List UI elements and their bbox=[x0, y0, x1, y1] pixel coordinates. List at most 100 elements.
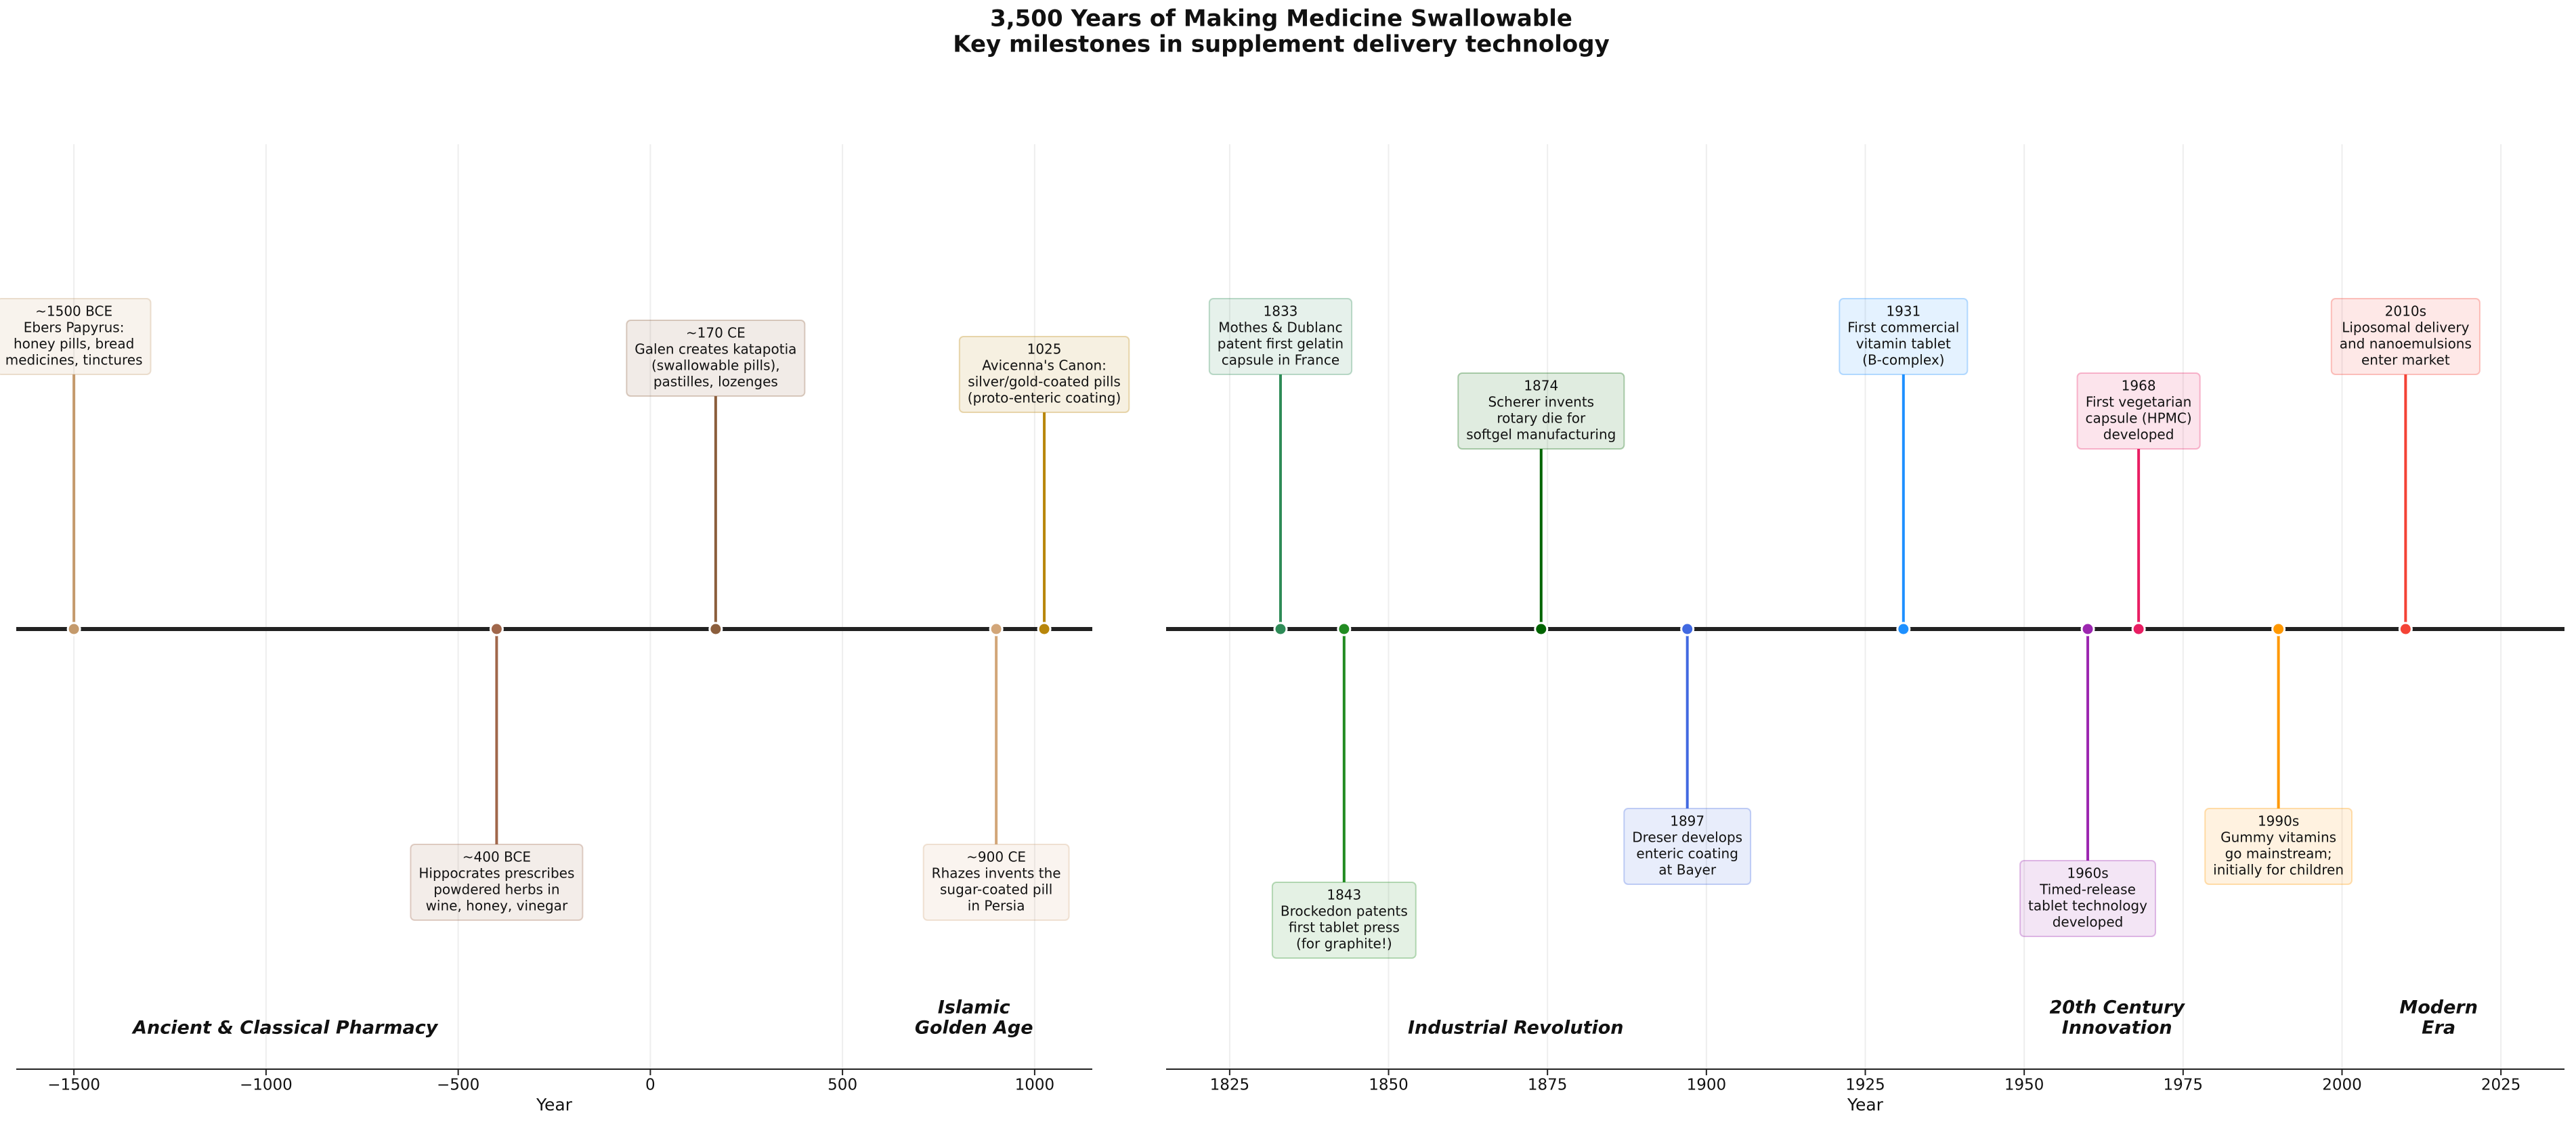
event-box bbox=[1271, 882, 1417, 959]
x-tick-label: 0 bbox=[645, 1077, 656, 1094]
event-text: Rhazes invents the bbox=[932, 865, 1061, 882]
x-tick-label: 1975 bbox=[2164, 1077, 2204, 1094]
event-point bbox=[1337, 622, 1352, 636]
event-box bbox=[958, 336, 1130, 413]
event-text: First commercial bbox=[1847, 320, 1959, 336]
event-text: Brockedon patents bbox=[1281, 903, 1408, 920]
chart-subtitle: Key milestones in supplement delivery te… bbox=[953, 31, 1610, 58]
event-box bbox=[2019, 860, 2156, 937]
event-text: Mothes & Dublanc bbox=[1218, 320, 1342, 336]
x-axis-label: Year bbox=[1847, 1095, 1884, 1115]
event-point bbox=[2271, 622, 2286, 636]
event-text: developed bbox=[2103, 427, 2174, 443]
event-point bbox=[2131, 622, 2146, 636]
event-text: silver/gold-coated pills bbox=[968, 374, 1121, 390]
x-tick-label: 1950 bbox=[2004, 1077, 2044, 1094]
event-text: Avicenna's Canon: bbox=[982, 358, 1107, 374]
event-point bbox=[989, 622, 1004, 636]
event-box bbox=[1623, 808, 1752, 885]
era-label: Era bbox=[2422, 1018, 2455, 1039]
event-text: Ebers Papyrus: bbox=[24, 320, 125, 336]
event-text: powdered herbs in bbox=[433, 882, 559, 898]
event-text: (for graphite!) bbox=[1296, 936, 1392, 952]
event-text: first tablet press bbox=[1289, 920, 1400, 936]
chart-title: 3,500 Years of Making Medicine Swallowab… bbox=[990, 5, 1572, 33]
event-date: 1843 bbox=[1327, 887, 1361, 903]
event-date: 1833 bbox=[1264, 303, 1298, 320]
event-date: 2010s bbox=[2385, 303, 2426, 320]
event-text: initially for children bbox=[2213, 862, 2344, 878]
event-box bbox=[922, 844, 1070, 921]
event-text: tablet technology bbox=[2028, 898, 2147, 914]
event-text: sugar-coated pill bbox=[940, 882, 1052, 898]
event-box bbox=[626, 320, 806, 397]
event-text: at Bayer bbox=[1658, 862, 1717, 878]
x-tick-label: 1850 bbox=[1369, 1077, 1409, 1094]
x-tick-label: 2025 bbox=[2481, 1077, 2521, 1094]
event-text: capsule in France bbox=[1222, 352, 1339, 368]
event-box bbox=[0, 298, 152, 375]
event-date: 1990s bbox=[2258, 813, 2299, 829]
x-tick-label: 1925 bbox=[1845, 1077, 1885, 1094]
event-text: enteric coating bbox=[1636, 846, 1738, 862]
event-date: 1025 bbox=[1027, 341, 1062, 358]
x-tick-label: 1900 bbox=[1687, 1077, 1727, 1094]
era-label: Innovation bbox=[2062, 1018, 2172, 1039]
event-text: Timed-release bbox=[2039, 882, 2136, 898]
event-text: rotary die for bbox=[1497, 410, 1586, 427]
x-tick-label: 1875 bbox=[1528, 1077, 1568, 1094]
event-text: developed bbox=[2053, 914, 2124, 930]
x-tick-label: 1000 bbox=[1015, 1077, 1055, 1094]
event-date: 1960s bbox=[2067, 865, 2108, 882]
event-date: 1897 bbox=[1670, 813, 1704, 829]
event-box bbox=[2204, 808, 2353, 885]
event-date: ~900 CE bbox=[966, 849, 1026, 865]
x-tick-label: 2000 bbox=[2322, 1077, 2362, 1094]
event-box bbox=[2076, 372, 2201, 450]
x-tick-label: 1825 bbox=[1210, 1077, 1250, 1094]
event-box bbox=[1839, 298, 1969, 375]
event-box bbox=[1457, 372, 1625, 450]
era-label: Islamic bbox=[938, 997, 1010, 1018]
event-text: softgel manufacturing bbox=[1466, 427, 1616, 443]
event-point bbox=[1534, 622, 1549, 636]
era-label: Industrial Revolution bbox=[1408, 1018, 1624, 1039]
event-text: First vegetarian bbox=[2086, 394, 2191, 410]
event-text: capsule (HPMC) bbox=[2086, 410, 2192, 427]
event-text: (swallowable pills), bbox=[651, 358, 780, 374]
event-date: ~1500 BCE bbox=[35, 303, 112, 320]
event-text: vitamin tablet bbox=[1856, 336, 1951, 352]
era-label: Modern bbox=[2399, 997, 2478, 1018]
event-point bbox=[1037, 622, 1052, 636]
event-text: in Persia bbox=[968, 898, 1025, 914]
event-box bbox=[410, 844, 584, 921]
event-text: Dreser develops bbox=[1632, 829, 1742, 846]
event-date: 1874 bbox=[1524, 378, 1558, 394]
event-point bbox=[1680, 622, 1695, 636]
event-point bbox=[489, 622, 504, 636]
event-text: patent first gelatin bbox=[1218, 336, 1344, 352]
x-tick-label: −1500 bbox=[47, 1077, 100, 1094]
x-tick-label: −500 bbox=[437, 1077, 479, 1094]
era-label: Golden Age bbox=[915, 1018, 1033, 1039]
event-point bbox=[2398, 622, 2413, 636]
event-point bbox=[2080, 622, 2095, 636]
event-date: ~170 CE bbox=[686, 325, 746, 341]
event-box bbox=[2330, 298, 2481, 375]
event-text: Liposomal delivery bbox=[2342, 320, 2469, 336]
x-tick-label: −1000 bbox=[240, 1077, 293, 1094]
event-text: Scherer invents bbox=[1488, 394, 1594, 410]
